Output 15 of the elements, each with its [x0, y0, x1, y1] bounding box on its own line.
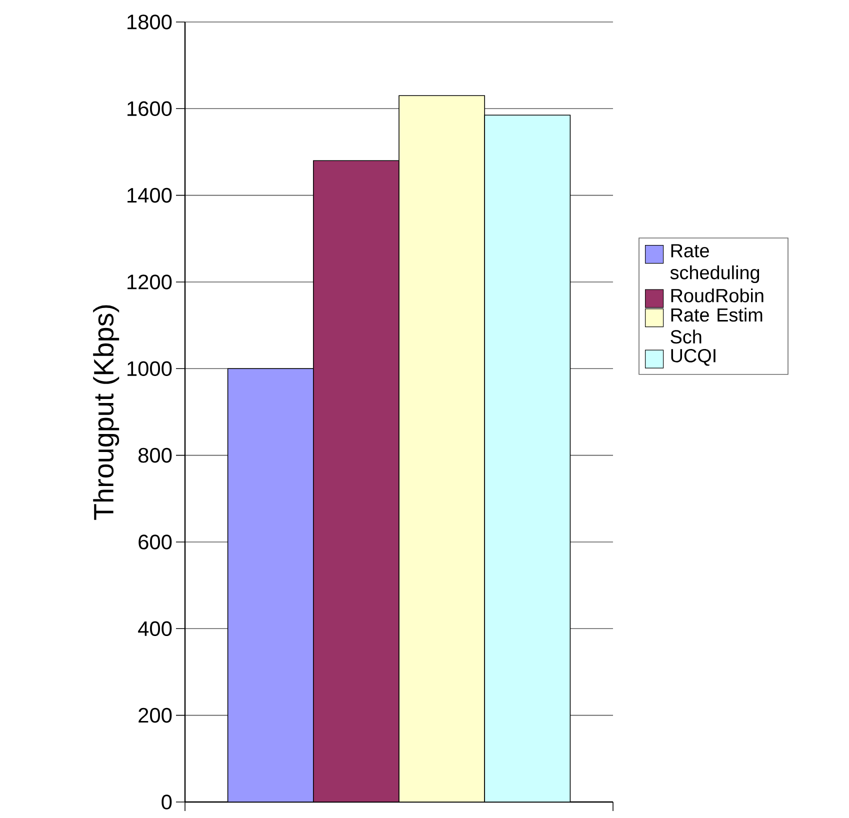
y-tick-label: 600: [138, 534, 172, 550]
y-tick-label: 400: [138, 621, 172, 636]
y-tick-label: 1400: [128, 188, 172, 203]
legend-label: UCQI: [671, 349, 716, 366]
y-tick-label: 1200: [128, 274, 172, 290]
y-tick-label: 1600: [128, 101, 172, 116]
y-tick-label: 800: [138, 448, 172, 463]
y-tick-label: 1000: [128, 361, 172, 376]
y-tick-label: 1800: [128, 14, 172, 30]
y-axis-title: Througput (Kbps): [93, 305, 120, 520]
legend-label: Rate scheduling: [670, 244, 760, 284]
legend-label: Rate Estim Sch: [670, 308, 762, 344]
y-tick-label: 0: [162, 794, 172, 810]
legend-label: RoudRobin: [671, 288, 764, 302]
y-tick-label: 200: [138, 708, 172, 723]
